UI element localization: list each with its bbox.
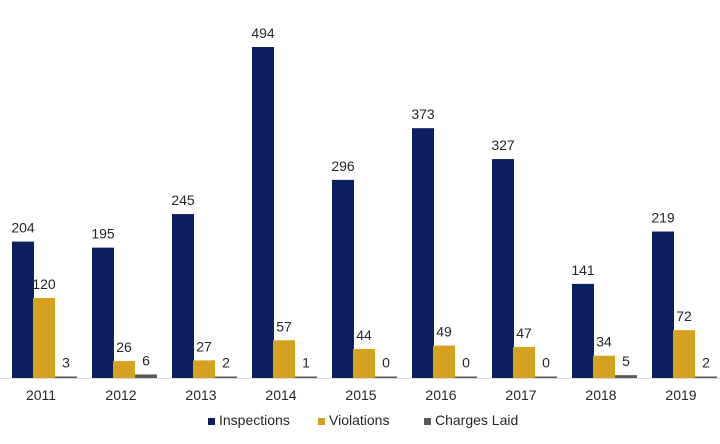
value-label-violations-2017: 47	[516, 325, 532, 341]
bar-charges-laid-2015	[375, 376, 397, 379]
x-tick-label-2018: 2018	[585, 387, 616, 403]
bar-charges-laid-2013	[215, 376, 237, 379]
legend-swatch-violations	[318, 418, 325, 425]
bar-inspections-2015	[332, 179, 354, 379]
x-tick-label-2019: 2019	[665, 387, 696, 403]
bar-violations-2015	[353, 348, 375, 379]
bar-inspections-2013	[172, 214, 194, 379]
value-label-inspections-2011: 204	[11, 220, 35, 236]
value-label-inspections-2012: 195	[91, 226, 115, 242]
value-label-charges-laid-2014: 1	[302, 355, 310, 371]
bar-charges-laid-2019	[695, 376, 717, 379]
value-label-inspections-2017: 327	[491, 137, 515, 153]
bar-charges-laid-2012	[135, 374, 157, 379]
value-label-inspections-2018: 141	[571, 262, 595, 278]
bar-violations-2014	[273, 340, 295, 379]
value-label-charges-laid-2012: 6	[142, 352, 150, 368]
value-label-inspections-2019: 219	[651, 210, 675, 226]
value-label-violations-2016: 49	[436, 324, 452, 340]
bar-charges-laid-2017	[535, 376, 557, 379]
bars-layer	[12, 47, 717, 379]
bar-charges-laid-2014	[295, 376, 317, 379]
value-label-violations-2015: 44	[356, 327, 372, 343]
bar-charges-laid-2016	[455, 376, 477, 379]
bar-inspections-2012	[92, 247, 114, 379]
bar-inspections-2017	[492, 159, 514, 379]
value-labels-layer: 2041203195266245272494571296440373490327…	[11, 25, 710, 371]
value-label-inspections-2013: 245	[171, 192, 195, 208]
x-tick-label-2016: 2016	[425, 387, 456, 403]
bar-charges-laid-2018	[615, 375, 637, 379]
bar-violations-2013	[193, 360, 215, 379]
bar-violations-2016	[433, 345, 455, 379]
legend-swatch-charges-laid	[424, 418, 431, 425]
x-tick-label-2014: 2014	[265, 387, 296, 403]
value-label-violations-2019: 72	[676, 308, 692, 324]
x-tick-label-2012: 2012	[105, 387, 136, 403]
value-label-violations-2018: 34	[596, 334, 612, 350]
value-label-charges-laid-2016: 0	[462, 355, 470, 371]
bar-violations-2012	[113, 361, 135, 379]
bar-inspections-2019	[652, 231, 674, 379]
legend-label-charges-laid: Charges Laid	[435, 412, 518, 428]
x-tick-label-2011: 2011	[26, 387, 56, 403]
value-label-charges-laid-2011: 3	[62, 354, 70, 370]
bar-charges-laid-2011	[55, 376, 77, 379]
bar-inspections-2016	[412, 128, 434, 379]
value-label-violations-2013: 27	[196, 338, 212, 354]
value-label-violations-2012: 26	[116, 339, 132, 355]
value-label-charges-laid-2019: 2	[702, 355, 710, 371]
bar-violations-2019	[673, 330, 695, 379]
legend-swatch-inspections	[208, 418, 215, 425]
x-tick-labels-layer: 2011 2012 2013 2014 2015 2016 2017 2018 2019	[26, 387, 697, 403]
value-label-inspections-2016: 373	[411, 106, 435, 122]
value-label-charges-laid-2015: 0	[382, 355, 390, 371]
legend-label-inspections: Inspections	[219, 412, 290, 428]
value-label-charges-laid-2013: 2	[222, 355, 230, 371]
x-tick-label-2013: 2013	[185, 387, 216, 403]
value-label-violations-2014: 57	[276, 318, 292, 334]
bar-violations-2018	[593, 355, 615, 379]
bar-inspections-2018	[572, 283, 594, 379]
value-label-violations-2011: 120	[32, 276, 56, 292]
bar-inspections-2011	[12, 241, 34, 379]
value-label-charges-laid-2017: 0	[542, 355, 550, 371]
x-tick-label-2017: 2017	[505, 387, 536, 403]
bar-violations-2017	[513, 346, 535, 379]
legend-label-violations: Violations	[329, 412, 389, 428]
value-label-inspections-2015: 296	[331, 158, 355, 174]
bar-inspections-2014	[252, 47, 274, 379]
bar-violations-2011	[33, 297, 55, 379]
value-label-inspections-2014: 494	[251, 25, 275, 41]
x-tick-label-2015: 2015	[345, 387, 376, 403]
legend: Inspections Violations Charges Laid	[208, 412, 518, 428]
value-label-charges-laid-2018: 5	[622, 353, 630, 369]
